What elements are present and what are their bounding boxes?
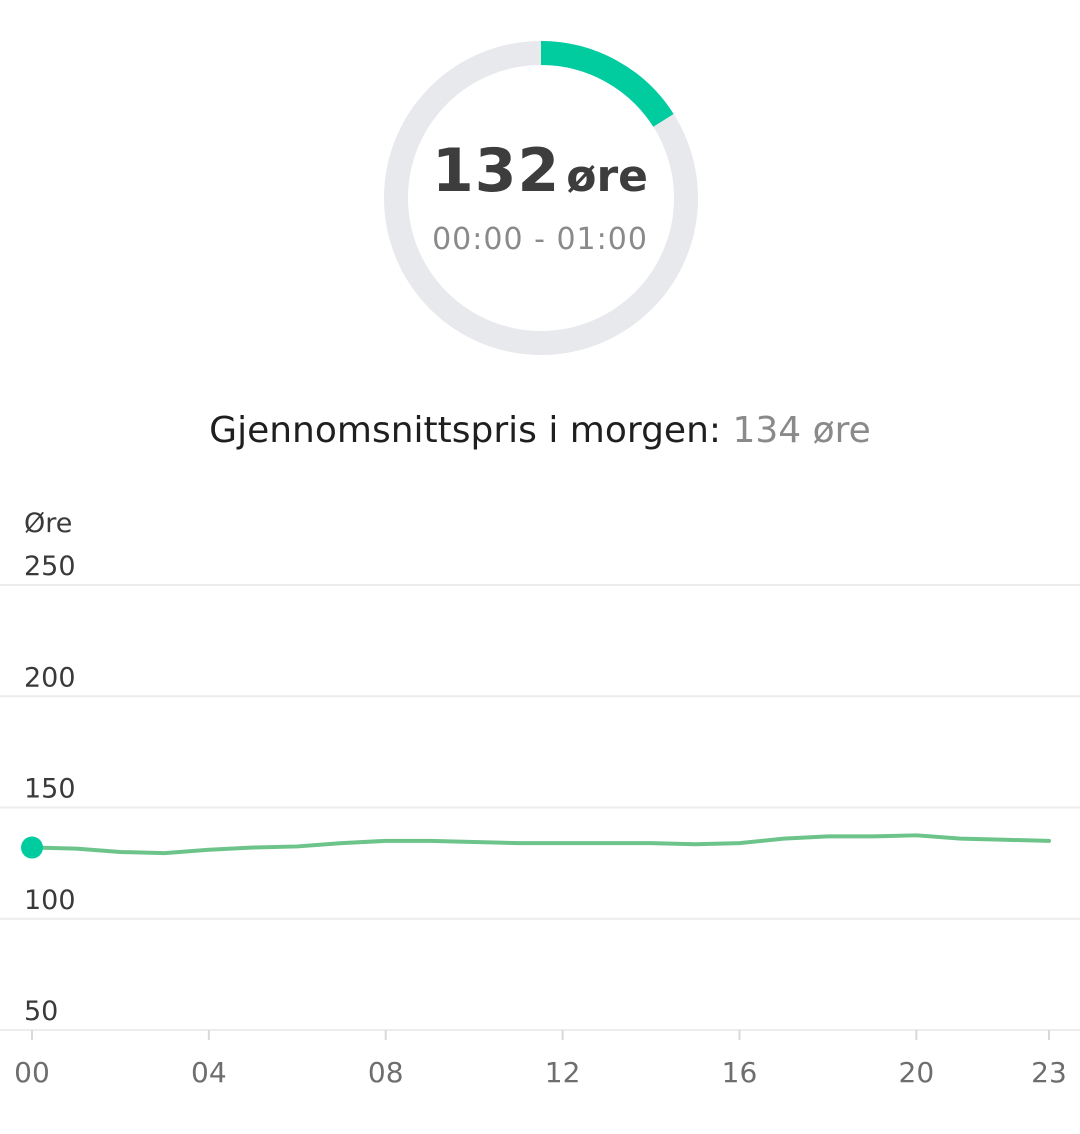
x-tick-label: 20 — [899, 1056, 935, 1089]
x-tick-label: 08 — [368, 1056, 404, 1089]
price-gauge: 132 øre 00:00 - 01:00 — [0, 0, 1080, 400]
x-tick-label: 12 — [545, 1056, 581, 1089]
x-tick-label: 04 — [191, 1056, 227, 1089]
y-tick-label: 100 — [24, 885, 76, 916]
y-axis-title: Øre — [24, 508, 72, 539]
gauge-ring — [384, 41, 698, 355]
gauge-progress-arc — [384, 41, 698, 355]
y-tick-label: 200 — [24, 662, 76, 693]
y-tick-label: 150 — [24, 774, 76, 805]
x-tick-label: 23 — [1031, 1056, 1067, 1089]
average-price: Gjennomsnittspris i morgen: 134 øre — [0, 410, 1080, 451]
current-hour-point[interactable] — [21, 836, 43, 859]
x-tick-label: 00 — [14, 1056, 50, 1089]
y-tick-label: 50 — [24, 996, 58, 1027]
x-tick-label: 16 — [722, 1056, 758, 1089]
current-price-unit: øre — [566, 151, 649, 202]
current-price-value: 132 — [431, 136, 561, 206]
y-tick-label: 250 — [24, 551, 76, 582]
average-price-label: Gjennomsnittspris i morgen: — [209, 410, 722, 451]
price-series-line — [30, 833, 1051, 856]
current-price: 132 øre — [0, 136, 1080, 206]
current-time-range: 00:00 - 01:00 — [432, 222, 648, 257]
average-price-value: 134 øre — [732, 410, 871, 451]
price-chart: Øre 250 200 150 100 50 00 04 08 12 16 20 23 — [0, 508, 1080, 1089]
